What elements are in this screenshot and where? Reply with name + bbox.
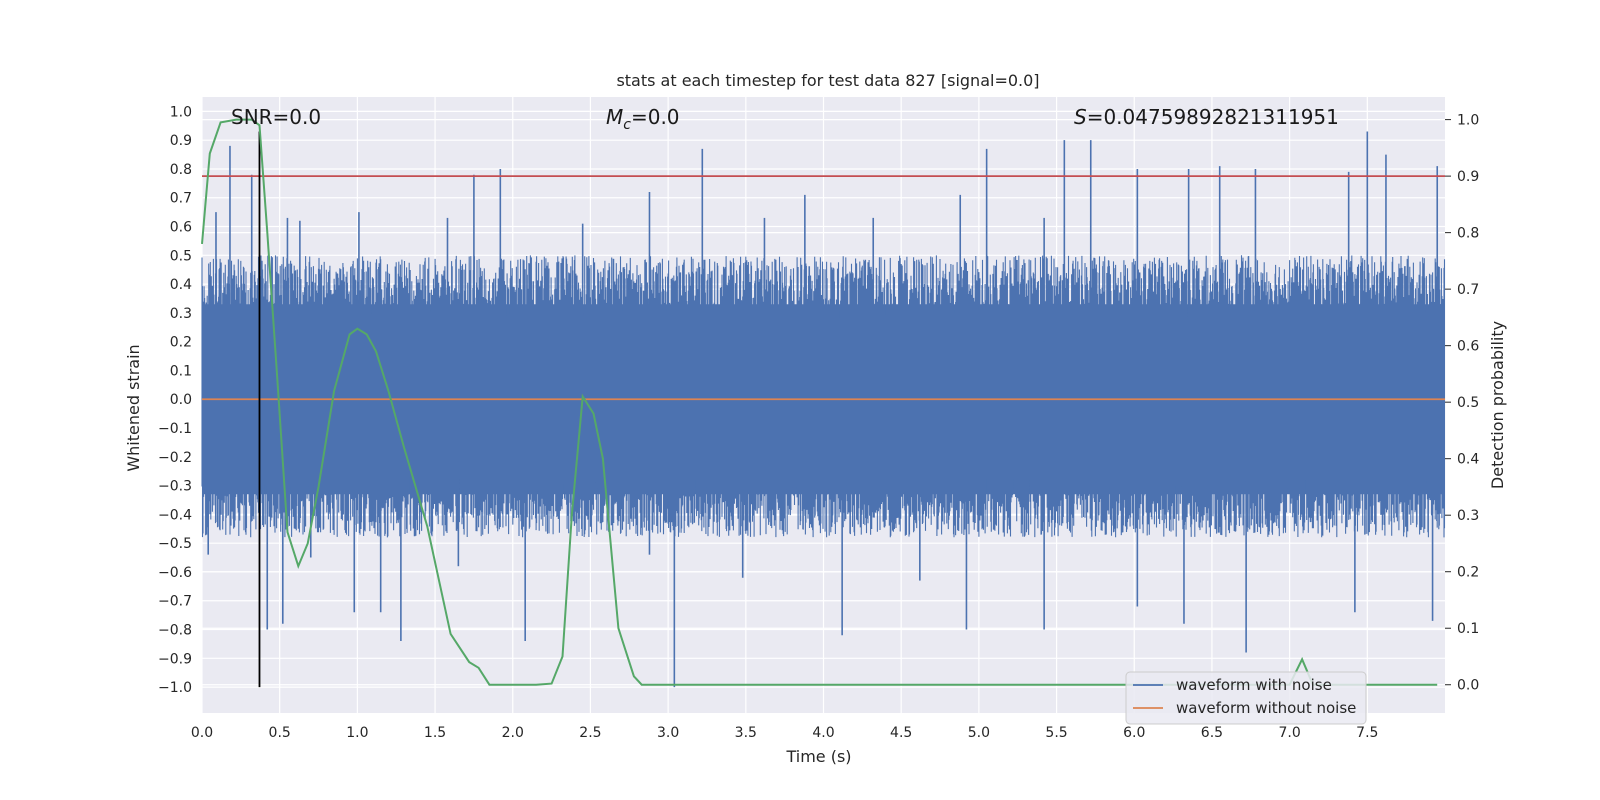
y-right-tick-label: 0.3 xyxy=(1457,508,1479,524)
x-tick-label: 0.5 xyxy=(269,725,291,741)
mc-value: =0.0 xyxy=(631,105,680,129)
lines-layer xyxy=(201,118,1445,688)
y-right-tick-label: 0.4 xyxy=(1457,452,1479,468)
x-tick-label: 7.0 xyxy=(1278,725,1300,741)
legend-label-clean: waveform without noise xyxy=(1176,699,1356,717)
s-annotation: S=0.04759892821311951 xyxy=(1074,105,1339,129)
x-tick-label: 1.0 xyxy=(346,725,368,741)
y-tick-label: −0.2 xyxy=(158,450,192,466)
x-tick-label: 4.5 xyxy=(890,725,912,741)
y-tick-label: 0.7 xyxy=(170,191,192,207)
y-tick-label: 0.1 xyxy=(170,363,192,379)
legend: waveform with noise waveform without noi… xyxy=(1125,671,1367,725)
legend-box xyxy=(1125,671,1367,725)
x-tick-label: 4.0 xyxy=(812,725,834,741)
y-axis-label: Whitened strain xyxy=(124,344,143,471)
s-symbol: S xyxy=(1074,105,1087,129)
y-right-tick-label: 0.2 xyxy=(1457,565,1479,581)
y-right-axis-label: Detection probability xyxy=(1488,321,1507,489)
x-tick-label: 3.0 xyxy=(657,725,679,741)
y-right-tick-label: 0.0 xyxy=(1457,678,1479,694)
x-tick-label: 3.5 xyxy=(735,725,757,741)
x-tick-label: 6.0 xyxy=(1123,725,1145,741)
snr-annotation: SNR=0.0 xyxy=(231,105,321,129)
y-right-tick-label: 1.0 xyxy=(1457,113,1479,129)
s-value: =0.04759892821311951 xyxy=(1087,105,1339,129)
y-tick-label: 0.9 xyxy=(170,133,192,149)
x-tick-label: 7.5 xyxy=(1356,725,1378,741)
y-right-tick-label: 0.8 xyxy=(1457,226,1479,242)
y-tick-label: 0.8 xyxy=(170,162,192,178)
y-tick-label: 0.4 xyxy=(170,277,192,293)
y-tick-label: −0.4 xyxy=(158,507,192,523)
y-tick-label: −0.6 xyxy=(158,565,192,581)
mc-symbol: M xyxy=(606,105,623,129)
y-tick-label: 1.0 xyxy=(170,104,192,120)
chart-title: stats at each timestep for test data 827… xyxy=(616,71,1039,90)
y-tick-label: −0.1 xyxy=(158,421,192,437)
y-tick-label: −0.3 xyxy=(158,479,192,495)
y-tick-label: 0.5 xyxy=(170,248,192,264)
x-tick-label: 2.0 xyxy=(502,725,524,741)
y-right-tick-label: 0.5 xyxy=(1457,395,1479,411)
y-tick-label: −1.0 xyxy=(158,680,192,696)
y-tick-label: 0.2 xyxy=(170,335,192,351)
mc-subscript: c xyxy=(623,117,631,133)
x-tick-label: 6.5 xyxy=(1201,725,1223,741)
y-right-tick-label: 0.9 xyxy=(1457,169,1479,185)
x-tick-label: 0.0 xyxy=(191,725,213,741)
y-right-tick-label: 0.6 xyxy=(1457,339,1479,355)
x-tick-label: 1.5 xyxy=(424,725,446,741)
y-tick-label: 0.0 xyxy=(170,392,192,408)
y-tick-label: −0.7 xyxy=(158,594,192,610)
y-right-tick-label: 0.1 xyxy=(1457,621,1479,637)
y-tick-label: −0.9 xyxy=(158,651,192,667)
y-tick-label: 0.6 xyxy=(170,220,192,236)
x-tick-label: 5.0 xyxy=(968,725,990,741)
y-tick-label: −0.8 xyxy=(158,623,192,639)
y-right-tick-label: 0.7 xyxy=(1457,282,1479,298)
detection-probability-line xyxy=(201,118,1438,686)
x-axis-label: Time (s) xyxy=(785,747,851,766)
x-tick-label: 5.5 xyxy=(1045,725,1067,741)
x-tick-label: 2.5 xyxy=(579,725,601,741)
y-tick-label: −0.5 xyxy=(158,536,192,552)
noise-trace xyxy=(201,255,1446,538)
y-tick-label: 0.3 xyxy=(170,306,192,322)
legend-label-noise: waveform with noise xyxy=(1176,676,1332,694)
chirp-mass-annotation: Mc=0.0 xyxy=(606,105,680,133)
ticks-layer: 0.0 0.5 1.0 1.5 2.0 2.5 3.0 3.5 4.0 4.5 5.0 5.5 6.0 6… xyxy=(158,104,1479,741)
